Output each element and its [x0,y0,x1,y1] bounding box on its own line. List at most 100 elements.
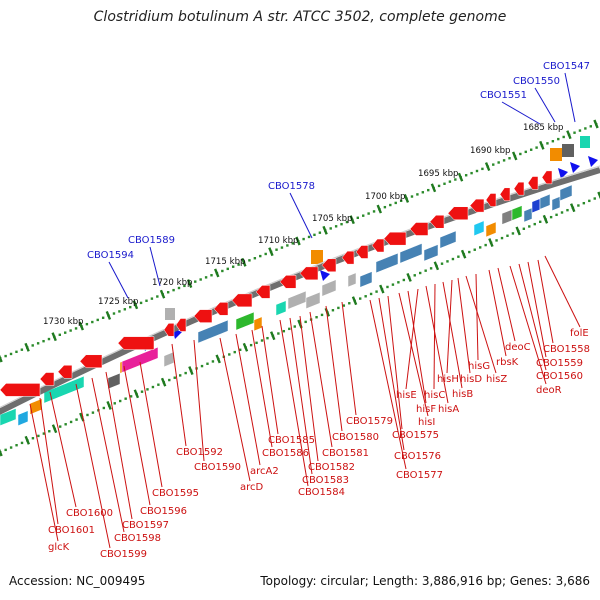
lower-gene-label[interactable]: glcK [48,542,70,553]
gene-arrow-red [299,266,319,281]
inner-ruler-dot [539,220,542,223]
upper-gene-label[interactable]: CBO1550 [513,76,560,87]
feature-tracks [0,136,598,427]
upper-gene-label[interactable]: CBO1551 [480,90,527,101]
feature-box [275,300,287,317]
inner-ruler-dot [233,350,236,354]
kbp-label[interactable]: 1700 kbp [365,192,406,202]
gene-arrow-red [469,198,485,213]
ruler-tick [0,354,3,363]
lower-gene-label[interactable]: arcD [240,482,264,493]
kbp-label[interactable]: 1715 kbp [205,257,246,267]
feature-box [305,291,321,310]
kbp-label[interactable]: 1730 kbp [43,317,84,327]
lower-leader-line [261,325,279,435]
lower-gene-label[interactable]: CBO1597 [122,520,169,531]
gene-arrow-red [499,187,511,202]
lower-gene-label[interactable]: CBO1558 [543,344,590,355]
outer-ruler-dot [96,318,99,322]
lower-gene-label[interactable]: CBO1583 [302,475,349,486]
lower-leader-line [139,361,163,488]
lower-gene-label[interactable]: CBO1559 [536,358,583,369]
inner-ruler-dot [364,295,367,298]
ruler-tick [159,289,166,299]
lower-gene-label[interactable]: hisF [416,404,436,415]
lower-gene-label[interactable]: CBO1592 [176,447,223,458]
lower-gene-label[interactable]: hisA [438,404,459,415]
lower-gene-label[interactable]: CBO1601 [48,525,95,536]
outer-ruler-dot [557,137,560,141]
outer-ruler-dot [372,210,376,213]
kbp-label[interactable]: 1685 kbp [523,123,564,133]
lower-gene-label[interactable]: CBO1582 [308,462,355,473]
outer-ruler-dot [199,278,202,281]
gene-labels[interactable]: CBO1547 CBO1550 CBO1551 CBO1578 CBO1589 CBO15… [48,61,590,560]
outer-ruler-dot [399,199,403,202]
lower-gene-label[interactable]: hisD [460,374,482,385]
lower-gene-label[interactable]: deoC [505,342,531,353]
kbp-label[interactable]: 1725 kbp [98,297,139,307]
outer-ruler-dot [464,174,468,177]
lower-gene-label[interactable]: CBO1577 [396,470,443,481]
ruler-tick [268,247,274,257]
gene-arrows[interactable] [0,170,553,397]
lower-gene-label[interactable]: CBO1585 [268,435,315,446]
lower-gene-label[interactable]: CBO1576 [394,451,441,462]
lower-gene-label[interactable]: hisZ [486,374,507,385]
upper-gene-label[interactable]: CBO1589 [128,235,175,246]
lower-gene-label[interactable]: CBO1590 [194,462,241,473]
lower-leader-line [398,292,429,417]
lower-gene-label[interactable]: arcA2 [250,466,279,477]
outer-ruler-dot [508,157,511,160]
lower-gene-label[interactable]: CBO1584 [298,487,345,498]
lower-gene-label[interactable]: hisE [396,390,417,401]
lower-gene-label[interactable]: CBO1600 [66,508,113,519]
lower-gene-label[interactable]: folE [570,328,589,339]
lower-gene-label[interactable]: hisB [452,389,473,400]
lower-gene-label[interactable]: hisC [424,390,445,401]
ruler-tick [460,249,467,259]
lower-gene-label[interactable]: CBO1595 [152,488,199,499]
lower-gene-label[interactable]: CBO1596 [140,506,187,517]
lower-gene-label[interactable]: rbsK [496,357,519,368]
ruler-tick [160,377,167,387]
inner-ruler-dot [495,239,498,242]
gene-arrow-red [163,323,175,337]
lower-gene-label[interactable]: hisH [437,374,459,385]
outer-ruler-dot [9,352,13,356]
upper-gene-label[interactable]: CBO1547 [543,61,590,72]
lower-gene-label[interactable]: CBO1575 [392,430,439,441]
kbp-label[interactable]: 1720 kbp [152,278,193,288]
lower-gene-label[interactable]: deoR [536,385,562,396]
upper-gene-label[interactable]: CBO1578 [268,181,315,192]
kbp-label[interactable]: 1690 kbp [470,146,511,156]
kbp-label[interactable]: 1710 kbp [258,236,299,246]
lower-gene-label[interactable]: hisI [418,417,435,428]
inner-ruler-dot [369,292,373,296]
kbp-label[interactable]: 1695 kbp [418,169,459,179]
inner-ruler-dot [140,390,144,393]
ruler-tick [570,203,576,213]
upper-feature-box [311,250,323,264]
gene-arrow-red [57,365,73,379]
outer-ruler-dot [231,265,235,268]
outer-ruler-dot [172,288,175,292]
inner-ruler-dot [391,283,395,286]
upper-gene-label[interactable]: CBO1594 [87,250,134,261]
feature-box [287,290,307,310]
kbp-label[interactable]: 1705 kbp [312,214,353,224]
lower-gene-label[interactable]: CBO1560 [536,371,583,382]
outer-ruler-dot [204,276,208,279]
outer-ruler-dot [492,163,495,166]
lower-gene-label[interactable]: CBO1598 [114,533,161,544]
inner-ruler-dot [75,418,78,421]
lower-gene-label[interactable]: CBO1586 [262,448,309,459]
lower-gene-label[interactable]: CBO1581 [322,448,369,459]
feature-box [551,196,561,212]
inner-ruler-dot [582,201,586,205]
lower-gene-label[interactable]: CBO1580 [332,432,379,443]
lower-gene-label[interactable]: CBO1599 [100,549,147,560]
lower-gene-label[interactable]: hisG [468,361,490,372]
lower-gene-label[interactable]: CBO1579 [346,416,393,427]
